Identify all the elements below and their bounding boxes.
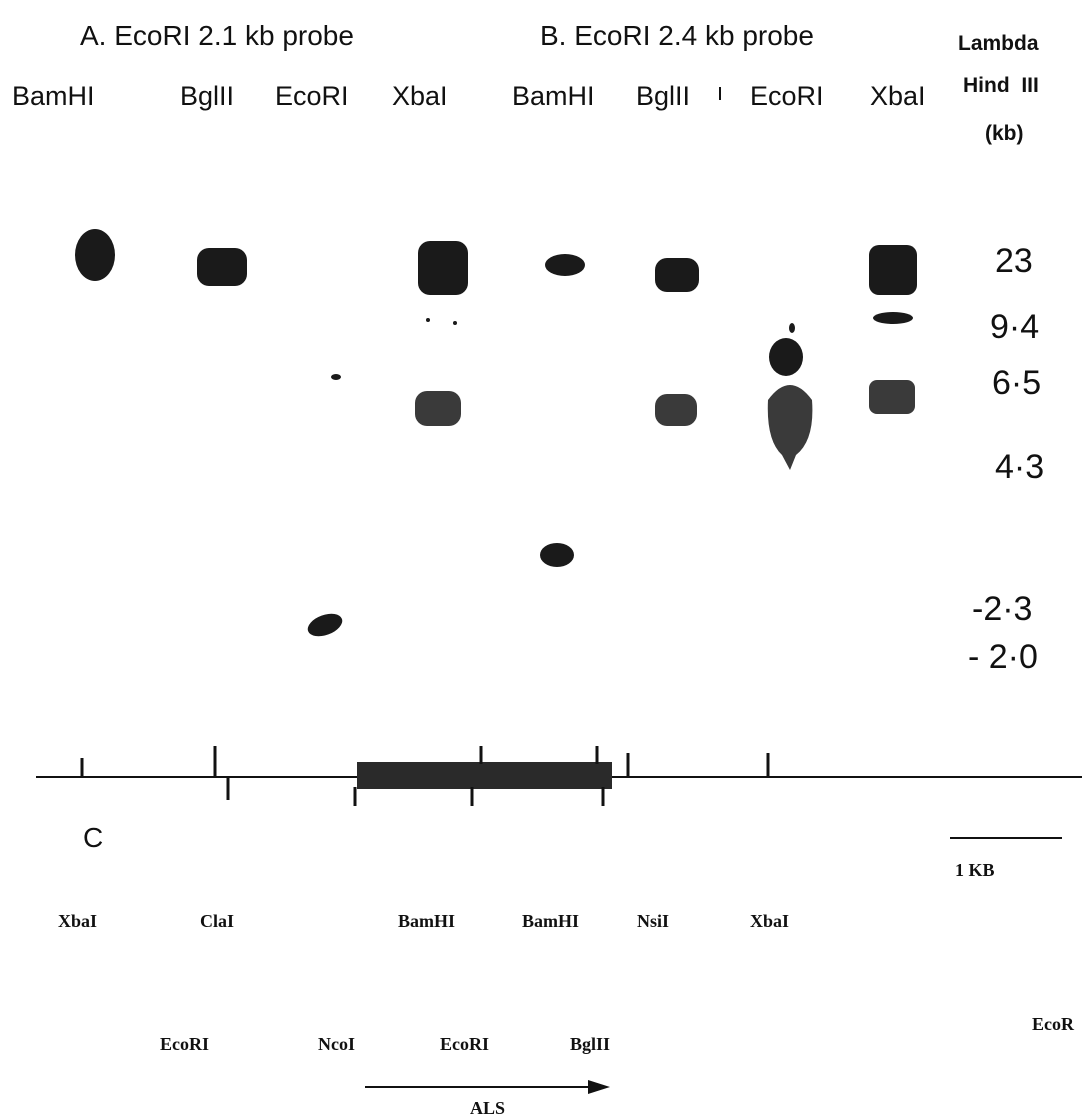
lane-label: BamHI [12,81,95,111]
site-label: EcoR [1032,1014,1075,1034]
blot [75,229,917,641]
marker-size: 4·3 [995,448,1044,486]
marker-header: Hind III [963,74,1039,97]
marker-size: 9·4 [990,308,1039,346]
marker-size: -2·3 [972,590,1032,628]
tick [719,87,721,100]
marker-header: Lambda [958,32,1039,55]
figure: A. EcoRI 2.1 kb probe B. EcoRI 2.4 kb pr… [0,0,1082,1119]
panel-title: B. EcoRI 2.4 kb probe [540,20,814,51]
site-label: NcoI [318,1034,355,1054]
site-label: BamHI [522,911,579,931]
lane-label: EcoRI [275,81,349,111]
site-label: XbaI [58,911,97,931]
marker-size: 23 [995,242,1033,280]
lane-label: EcoRI [750,81,824,111]
scale-label: 1 KB [955,860,995,880]
lane-label: BamHI [512,81,595,111]
site-label: BamHI [398,911,455,931]
arrow-head [588,1080,610,1094]
gene-label: ALS [470,1098,505,1118]
site-label: XbaI [750,911,789,931]
site-label: EcoRI [160,1034,209,1054]
lane-label: BglII [636,81,690,111]
marker-header: (kb) [985,122,1024,145]
site-label: ClaI [200,911,234,931]
site-label: NsiI [637,911,669,931]
lane-label: XbaI [870,81,926,111]
panel-title: A. EcoRI 2.1 kb probe [80,20,354,51]
panel-label: C [83,822,103,853]
marker-size: - 2·0 [968,638,1038,676]
lane-label: XbaI [392,81,448,111]
site-label: EcoRI [440,1034,489,1054]
site-label: BglII [570,1034,610,1054]
restriction-map [36,746,1082,806]
lane-label: BglII [180,81,234,111]
marker-size: 6·5 [992,364,1041,402]
